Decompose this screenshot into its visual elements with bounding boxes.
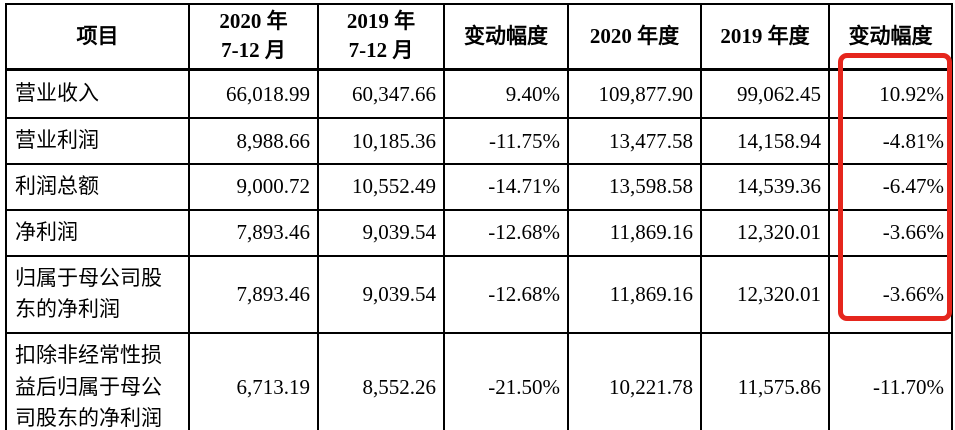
data-cell: -4.81% [828,117,953,165]
data-cell: 7,893.46 [188,254,319,334]
data-cell: 7,893.46 [188,208,319,257]
header-cell: 2020 年 7-12 月 [188,2,319,71]
data-cell: 9,000.72 [188,162,319,211]
row-label: 扣除非经常性损益后归属于母公司股东的净利润 [5,331,190,430]
data-cell: -12.68% [443,208,569,257]
table-row: 营业利润 8,988.66 10,185.36 -11.75% 13,477.58 14,… [5,117,953,165]
header-cell: 项目 [5,2,190,71]
header-cell: 变动幅度 [828,2,953,71]
data-cell: 10,552.49 [317,162,445,211]
data-cell: 10,185.36 [317,117,445,165]
header-cell: 2019 年 7-12 月 [317,2,445,71]
table-body: 营业收入 66,018.99 60,347.66 9.40% 109,877.90 99,… [5,68,953,430]
data-cell: 60,347.66 [317,68,445,120]
data-cell: 14,158.94 [700,117,830,165]
data-cell: 14,539.36 [700,162,830,211]
data-cell: -3.66% [828,254,953,334]
financial-comparison-table: 项目 2020 年 7-12 月 2019 年 7-12 月变动幅度 2020 年度 2… [5,2,953,430]
header-cell: 2020 年度 [567,2,702,71]
data-cell: 66,018.99 [188,68,319,120]
data-cell: 9,039.54 [317,208,445,257]
data-cell: -21.50% [443,331,569,430]
data-cell: -12.68% [443,254,569,334]
data-cell: 8,552.26 [317,331,445,430]
data-cell: -3.66% [828,208,953,257]
data-cell: 99,062.45 [700,68,830,120]
table-row: 利润总额 9,000.72 10,552.49 -14.71% 13,598.58 14,… [5,162,953,211]
data-cell: 109,877.90 [567,68,702,120]
data-cell: 11,575.86 [700,331,830,430]
row-label: 营业利润 [5,117,190,165]
header-cell: 变动幅度 [443,2,569,71]
data-cell: -14.71% [443,162,569,211]
row-label: 营业收入 [5,68,190,120]
header-cell: 2019 年度 [700,2,830,71]
data-cell: 8,988.66 [188,117,319,165]
data-cell: 9,039.54 [317,254,445,334]
data-cell: 12,320.01 [700,208,830,257]
row-label: 归属于母公司股东的净利润 [5,254,190,334]
table-row: 扣除非经常性损益后归属于母公司股东的净利润 6,713.19 8,552.26 -21… [5,331,953,430]
data-cell: 11,869.16 [567,254,702,334]
data-cell: -6.47% [828,162,953,211]
data-cell: -11.70% [828,331,953,430]
data-cell: 13,477.58 [567,117,702,165]
row-label: 利润总额 [5,162,190,211]
data-cell: 10.92% [828,68,953,120]
data-cell: 11,869.16 [567,208,702,257]
table-row: 营业收入 66,018.99 60,347.66 9.40% 109,877.90 99,… [5,68,953,120]
row-label: 净利润 [5,208,190,257]
data-cell: 6,713.19 [188,331,319,430]
data-cell: 10,221.78 [567,331,702,430]
table-row: 净利润 7,893.46 9,039.54 -12.68% 11,869.16 12,32… [5,208,953,257]
header-row: 项目 2020 年 7-12 月 2019 年 7-12 月变动幅度 2020 年度 2… [5,2,953,71]
data-cell: 12,320.01 [700,254,830,334]
table-row: 归属于母公司股东的净利润 7,893.46 9,039.54 -12.68% 11,86… [5,254,953,334]
data-cell: 9.40% [443,68,569,120]
data-cell: -11.75% [443,117,569,165]
data-cell: 13,598.58 [567,162,702,211]
